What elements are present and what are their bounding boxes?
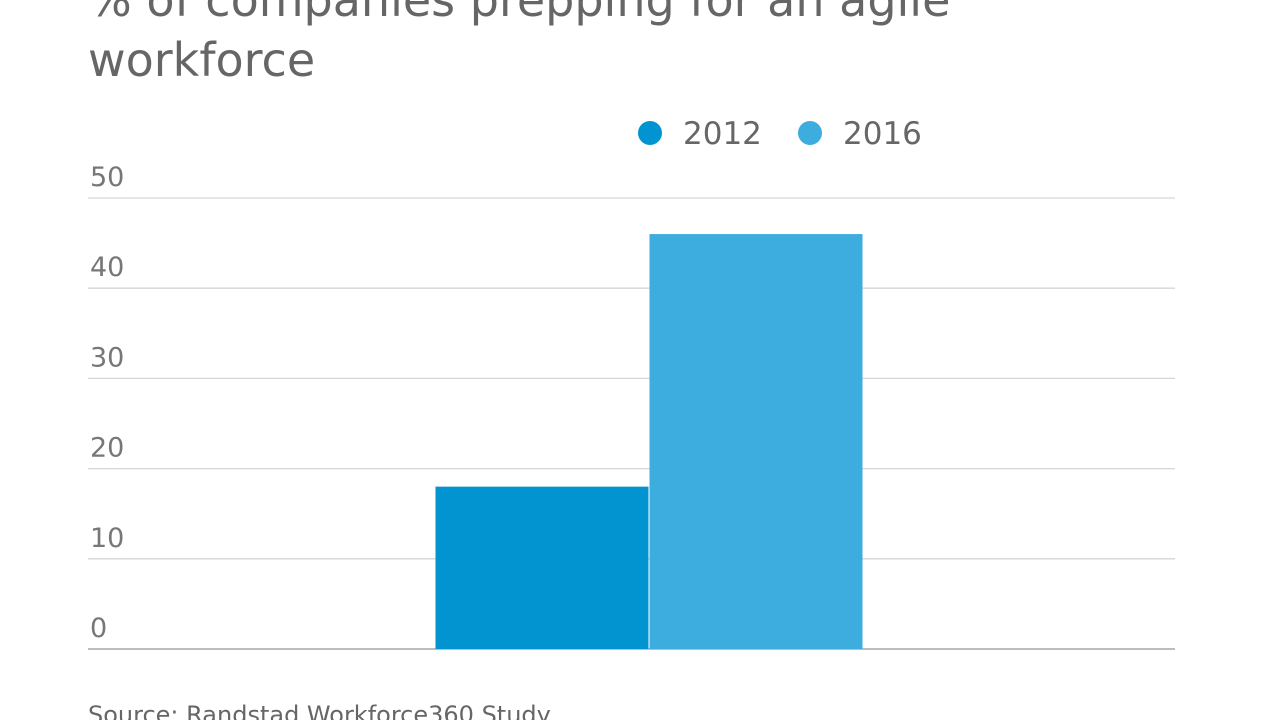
- y-tick-label: 10: [90, 523, 124, 554]
- legend-label-2012: 2012: [683, 116, 762, 152]
- y-tick-label: 20: [90, 433, 124, 464]
- y-tick-label: 50: [90, 162, 124, 193]
- y-tick-label: 30: [90, 342, 124, 373]
- y-tick-label: 0: [90, 613, 107, 644]
- bar-2012: [435, 486, 649, 649]
- legend-marker-2016: [798, 121, 822, 145]
- source-note: Source: Randstad Workforce360 Study: [88, 701, 551, 720]
- legend-marker-2012: [638, 121, 662, 145]
- chart-title: % of companies prepping for an agile wor…: [88, 0, 951, 87]
- bar-2016: [649, 234, 863, 649]
- y-tick-label: 40: [90, 252, 124, 283]
- legend-label-2016: 2016: [843, 116, 922, 152]
